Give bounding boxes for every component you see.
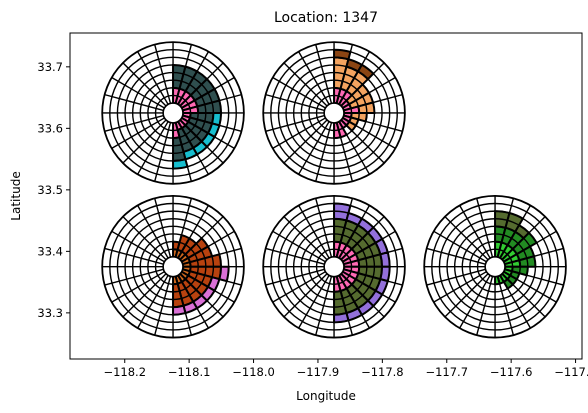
glyph-ring: [476, 248, 514, 285]
y-axis-label: Latitude: [9, 171, 23, 220]
glyph-center: [162, 256, 184, 278]
glyph-4: [262, 194, 406, 339]
x-tick-label: −117.6: [490, 365, 533, 379]
glyph-ring: [423, 194, 567, 339]
glyph-ring: [116, 56, 230, 170]
glyph-ring: [469, 240, 521, 293]
glyph-ring: [124, 218, 222, 316]
x-axis: −118.2 −118.1 −118.0 −117.9 −117.8 −117.7 −117…: [103, 359, 588, 379]
glyph-1: [101, 41, 245, 185]
glyph-ring: [131, 225, 215, 308]
glyph-ring: [139, 79, 207, 147]
glyph-ring: [262, 41, 406, 185]
glyph-ring: [431, 202, 559, 331]
y-tick-label: 33.4: [37, 244, 63, 258]
glyph-layer: [101, 41, 567, 339]
glyph-ring: [285, 218, 383, 316]
y-axis: 33.3 33.4 33.5 33.6 33.7: [37, 60, 70, 320]
plot-frame: [69, 32, 583, 360]
glyph-ring: [262, 194, 406, 339]
glyph-ring: [109, 202, 237, 331]
glyph-ring: [292, 71, 376, 155]
glyph-ring: [154, 94, 192, 132]
y-tick-label: 33.5: [37, 183, 63, 197]
glyph-ring: [101, 194, 245, 339]
glyph-ring: [438, 210, 552, 324]
glyph-ring: [277, 210, 391, 324]
y-tick-label: 33.6: [37, 121, 63, 135]
x-tick-label: −117.5: [554, 365, 588, 379]
y-tick-label: 33.7: [37, 60, 63, 74]
glyph-3: [101, 194, 245, 339]
x-tick-label: −117.7: [425, 365, 468, 379]
y-tick-label: 33.3: [37, 306, 63, 320]
glyph-ring: [147, 240, 199, 293]
glyph-ring: [270, 202, 398, 331]
glyph-center: [484, 256, 506, 278]
glyph-5: [423, 194, 567, 339]
glyph-ring: [308, 87, 360, 139]
glyph-ring: [154, 248, 192, 285]
glyph-ring: [147, 87, 199, 139]
glyph-ring: [315, 248, 353, 285]
glyph-ring: [116, 210, 230, 324]
glyph-ring: [446, 218, 544, 316]
chart-title: Location: 1347: [274, 10, 378, 26]
glyph-ring: [101, 41, 245, 185]
x-tick-label: −117.8: [361, 365, 404, 379]
x-tick-label: −118.1: [168, 365, 211, 379]
glyph-ring: [453, 225, 537, 308]
glyph-ring: [461, 233, 529, 301]
glyph-ring: [300, 79, 368, 147]
glyph-ring: [277, 56, 391, 170]
glyph-ring: [315, 94, 353, 132]
x-tick-label: −117.9: [297, 365, 340, 379]
glyph-2: [262, 41, 406, 185]
glyph-ring: [285, 64, 383, 162]
glyph-ring: [109, 49, 237, 177]
glyph-ring: [139, 233, 207, 301]
glyph-ring: [270, 49, 398, 177]
glyph-ring: [308, 240, 360, 293]
glyph-center: [323, 102, 345, 124]
x-tick-label: −118.0: [232, 365, 275, 379]
x-axis-label: Longitude: [296, 389, 356, 403]
glyph-ring: [292, 225, 376, 308]
x-tick-label: −118.2: [103, 365, 146, 379]
glyph-center: [323, 256, 345, 278]
glyph-ring: [300, 233, 368, 301]
glyph-ring: [124, 64, 222, 162]
glyph-ring: [131, 71, 215, 155]
glyph-center: [162, 102, 184, 124]
